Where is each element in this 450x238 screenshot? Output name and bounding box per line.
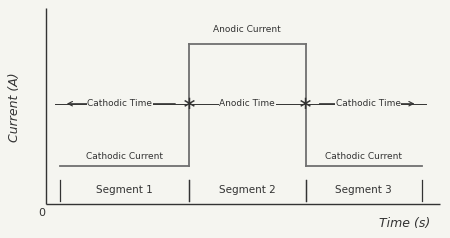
Text: Time (s): Time (s) xyxy=(379,217,431,230)
Text: 0: 0 xyxy=(38,208,45,218)
Text: Segment 1: Segment 1 xyxy=(96,184,153,195)
Text: Cathodic Time: Cathodic Time xyxy=(336,99,400,108)
Text: Current (A): Current (A) xyxy=(8,72,21,142)
Text: Segment 2: Segment 2 xyxy=(219,184,276,195)
Text: Anodic Current: Anodic Current xyxy=(213,25,281,34)
Text: Anodic Time: Anodic Time xyxy=(220,99,275,108)
Text: Cathodic Time: Cathodic Time xyxy=(87,99,153,108)
Text: ∗: ∗ xyxy=(182,95,197,113)
Text: Segment 3: Segment 3 xyxy=(335,184,392,195)
Text: Cathodic Current: Cathodic Current xyxy=(86,152,163,161)
Text: ∗: ∗ xyxy=(298,95,313,113)
Text: Cathodic Current: Cathodic Current xyxy=(325,152,402,161)
